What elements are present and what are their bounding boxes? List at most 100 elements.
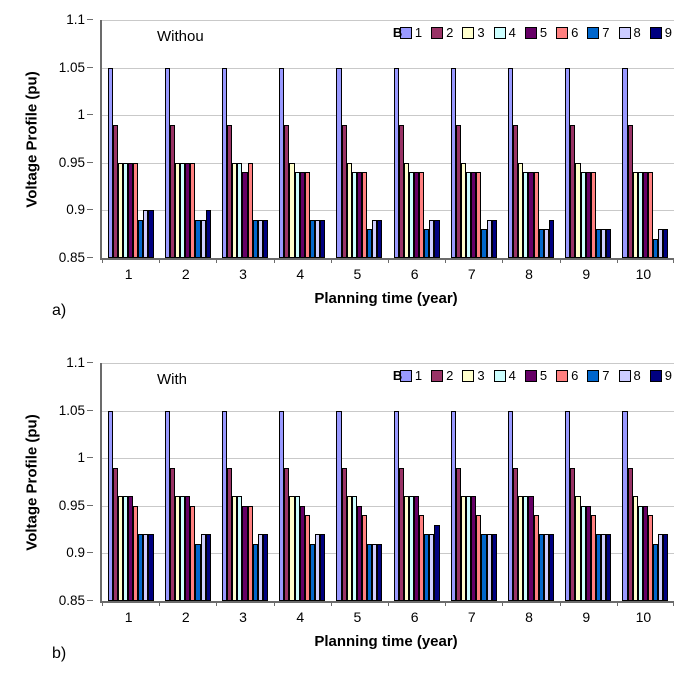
- x-tick-mark-icon: [445, 601, 447, 606]
- x-axis-labels: 1 2 3 4 5 6 7 8 9 10: [100, 609, 672, 625]
- y-tick-mark-icon: [87, 504, 93, 506]
- bar: [408, 496, 415, 601]
- legend-label: 7: [602, 25, 610, 40]
- bar: [481, 534, 487, 601]
- x-tick-mark-icon: [159, 258, 161, 263]
- bar: [299, 505, 305, 601]
- bar: [486, 219, 492, 258]
- bar: [429, 534, 435, 601]
- bar: [143, 210, 149, 258]
- x-tick-label: 5: [353, 266, 362, 282]
- y-tick-mark-icon: [87, 114, 93, 116]
- bar: [414, 496, 420, 601]
- bar: [508, 67, 514, 258]
- bar: [419, 172, 425, 258]
- y-tick-mark-icon: [87, 161, 93, 163]
- gridline: [102, 210, 674, 212]
- bar: [523, 172, 529, 258]
- bar: [606, 229, 612, 258]
- bar: [128, 162, 134, 258]
- x-tick-label: 8: [525, 266, 533, 282]
- bar: [398, 467, 404, 601]
- bar: [262, 534, 268, 601]
- bar: [647, 172, 654, 258]
- legend-item: 8: [618, 25, 641, 40]
- bar: [367, 229, 373, 258]
- bar: [232, 496, 238, 601]
- bar: [242, 505, 248, 601]
- bar: [548, 219, 554, 258]
- x-tick-label: 2: [181, 609, 190, 625]
- bar: [513, 467, 519, 601]
- bar: [169, 467, 176, 601]
- legend-marker-icon: [462, 369, 475, 382]
- legend-label: 5: [539, 25, 548, 40]
- gridline: [102, 505, 674, 507]
- bar: [252, 219, 258, 258]
- bar: [518, 496, 524, 601]
- legend-marker-icon: [649, 369, 662, 382]
- bar: [595, 534, 601, 601]
- bar: [227, 467, 233, 601]
- bar: [461, 496, 467, 601]
- bar: [419, 515, 425, 601]
- legend-item: 4: [493, 368, 516, 383]
- y-axis-ticks: 0.85 0.9 0.95 1 1.05 1.1: [0, 12, 95, 265]
- bar: [279, 410, 285, 601]
- y-tick-mark-icon: [87, 209, 93, 211]
- bar: [508, 410, 514, 601]
- bar: [346, 162, 352, 258]
- bar: [600, 534, 607, 601]
- x-axis-title: Planning time (year): [314, 633, 458, 650]
- bar: [222, 410, 228, 601]
- bar: [175, 162, 181, 258]
- bar: [356, 172, 362, 258]
- bar: [528, 172, 534, 258]
- bar: [486, 534, 492, 601]
- legend-marker-icon: [431, 369, 444, 382]
- bar: [403, 162, 409, 258]
- bar: [450, 410, 456, 601]
- legend-item: 8: [618, 368, 641, 383]
- bar: [294, 496, 300, 601]
- bar: [434, 219, 440, 258]
- bar: [200, 534, 206, 601]
- x-tick-mark-icon: [102, 601, 103, 606]
- bar: [658, 229, 664, 258]
- legend-item: 5: [524, 368, 547, 383]
- legend-marker-icon: [493, 26, 506, 39]
- legend-marker-icon: [587, 369, 600, 382]
- legend-marker-icon: [524, 369, 537, 382]
- bar: [314, 534, 321, 601]
- bar: [653, 543, 659, 601]
- legend-item: 5: [524, 25, 548, 40]
- bar: [393, 410, 399, 601]
- bar: [595, 229, 601, 258]
- y-tick-mark-icon: [87, 600, 93, 601]
- bar: [403, 496, 409, 601]
- bar: [262, 219, 268, 258]
- bar: [663, 229, 669, 258]
- bar: [481, 229, 487, 258]
- bar: [476, 172, 482, 258]
- bar: [190, 162, 196, 258]
- gridline: [102, 458, 674, 460]
- y-tick-label: 0.95: [58, 497, 85, 513]
- x-tick-mark-icon: [673, 601, 674, 606]
- x-tick-label: 2: [181, 266, 190, 282]
- bar: [642, 172, 648, 258]
- y-tick-label: 0.85: [58, 593, 85, 608]
- bar: [642, 505, 648, 601]
- y-tick-label: 1.1: [66, 355, 85, 370]
- bar: [117, 496, 123, 601]
- bar: [356, 505, 362, 601]
- bar: [351, 496, 357, 601]
- bar: [637, 505, 643, 601]
- bar: [466, 496, 472, 601]
- legend-item: 3: [462, 25, 485, 40]
- legend-label: 7: [602, 368, 610, 383]
- legend-marker-icon: [556, 369, 569, 382]
- x-tick-label: 9: [582, 266, 591, 282]
